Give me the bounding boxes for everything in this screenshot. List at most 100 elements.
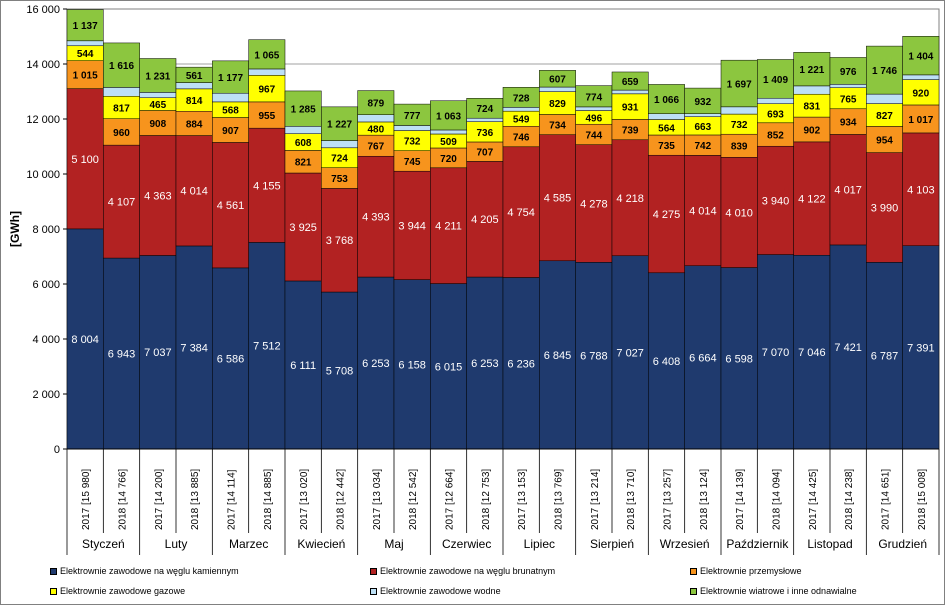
month-label: Styczeń (82, 537, 125, 551)
data-label: 4 218 (616, 193, 644, 205)
data-label: 1 231 (145, 71, 170, 82)
x-tick-label: 2018 [14 766] (118, 469, 129, 530)
month-label: Lipiec (524, 537, 555, 551)
legend-label: Elektrownie zawodowe gazowe (60, 586, 186, 596)
data-label: 829 (549, 99, 566, 110)
bar-segment (430, 100, 467, 131)
bar-segment (902, 132, 940, 246)
data-label: 1 063 (436, 111, 461, 122)
bar-segment (502, 277, 540, 450)
data-label: 976 (840, 67, 857, 78)
bar-segment (248, 127, 286, 243)
month-label: Kwiecień (297, 537, 345, 551)
data-label: 7 070 (762, 347, 790, 359)
data-label: 3 990 (871, 202, 899, 214)
data-label: 4 103 (907, 184, 935, 196)
bar-segment (393, 170, 431, 280)
data-label: 879 (367, 99, 384, 110)
bar-segment (212, 92, 249, 103)
bar-segment (103, 87, 140, 97)
bar-segment (103, 257, 140, 450)
y-tick-label: 2 000 (32, 389, 60, 401)
bar-segment (502, 146, 540, 278)
data-label: 496 (585, 113, 602, 124)
bar-segment (539, 70, 576, 88)
data-label: 1 746 (872, 66, 897, 77)
data-label: 931 (622, 103, 639, 114)
data-label: 4 017 (834, 185, 862, 197)
bar-segment (539, 134, 576, 262)
bar-segment (248, 68, 286, 76)
data-label: 6 598 (725, 353, 753, 365)
bar-segment (139, 58, 177, 93)
y-tick-label: 4 000 (32, 334, 60, 346)
x-tick-label: 2018 [13 710] (626, 469, 637, 530)
bar-segment (466, 161, 504, 278)
month-label: Listopad (807, 537, 852, 551)
bar-segment (357, 155, 395, 278)
data-label: 549 (513, 115, 530, 126)
x-tick-label: 2018 [12 542] (408, 469, 419, 530)
bar-segment (829, 108, 867, 135)
data-label: 5 100 (71, 154, 99, 166)
data-label: 6 943 (108, 349, 136, 361)
data-label: 831 (803, 102, 820, 113)
x-tick-label: 2017 [15 980] (81, 469, 92, 530)
data-label: 7 391 (907, 342, 935, 354)
data-label: 4 211 (435, 221, 462, 233)
data-label: 561 (186, 71, 203, 82)
data-label: 6 408 (653, 356, 681, 368)
month-label: Czerwiec (442, 537, 491, 551)
legend-label: Elektrownie zawodowe na węglu brunatnym (380, 566, 556, 576)
bar-segment (793, 254, 831, 450)
bar-segment (684, 113, 722, 117)
bar-segment (66, 40, 104, 47)
bar-segment (430, 129, 467, 135)
data-label: 852 (767, 131, 784, 142)
legend-label: Elektrownie zawodowe na węglu kamiennym (60, 566, 239, 576)
data-label: 480 (367, 125, 384, 136)
bar-segment (212, 60, 249, 94)
bar-segment (284, 126, 322, 134)
bar-segment (357, 276, 395, 450)
x-tick-label: 2017 [13 153] (517, 469, 528, 530)
data-label: 1 221 (799, 65, 824, 76)
bar-segment (866, 152, 903, 263)
data-label: 920 (912, 88, 929, 99)
data-label: 767 (367, 142, 384, 153)
x-tick-label: 2018 [13 124] (699, 469, 710, 530)
data-label: 544 (77, 49, 94, 60)
data-label: 954 (876, 136, 893, 147)
data-label: 7 384 (180, 342, 208, 354)
data-label: 817 (113, 103, 130, 114)
bar-segment (139, 92, 177, 98)
y-tick-label: 16 000 (26, 4, 60, 16)
bar-segment (575, 106, 613, 111)
month-label: Wrzesień (660, 537, 710, 551)
data-label: 908 (149, 119, 166, 130)
bar-segment (720, 267, 758, 450)
data-label: 3 944 (398, 220, 426, 232)
data-label: 7 421 (834, 342, 862, 354)
data-label: 821 (295, 158, 312, 169)
bar-segment (539, 86, 576, 92)
legend-swatch (50, 567, 57, 575)
data-label: 814 (186, 96, 203, 107)
x-tick-label: 2018 [14 094] (772, 469, 783, 530)
bar-segment (284, 172, 322, 282)
bar-segment (757, 59, 794, 99)
bar-segment (829, 57, 867, 85)
data-label: 1 285 (291, 105, 316, 116)
data-label: 934 (840, 118, 857, 129)
data-label: 1 227 (327, 120, 352, 131)
data-label: 6 253 (362, 358, 390, 370)
bar-segment (321, 188, 358, 293)
data-label: 6 253 (471, 358, 499, 370)
data-label: 720 (440, 154, 457, 165)
bar-segment (648, 84, 685, 114)
data-label: 6 111 (290, 360, 316, 372)
bar-segment (248, 39, 286, 70)
data-label: 1 409 (763, 75, 788, 86)
data-label: 724 (476, 104, 493, 115)
data-label: 6 236 (507, 358, 535, 370)
